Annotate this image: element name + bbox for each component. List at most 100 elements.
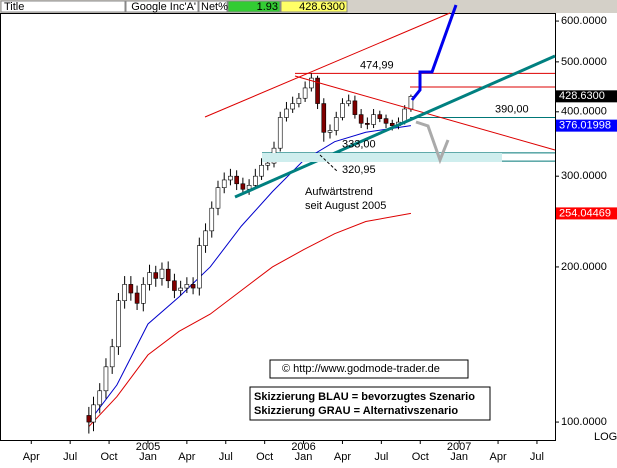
candle-body (141, 284, 146, 304)
copyright-box (269, 359, 469, 379)
x-tick-label: Jul (374, 451, 388, 463)
candle-body (147, 272, 152, 285)
change-label: Net% (201, 1, 228, 13)
candle-body (240, 183, 246, 190)
candle-body (234, 175, 239, 185)
uptrend-line (234, 54, 556, 199)
candle-body (377, 114, 383, 119)
candle-body (383, 118, 389, 124)
grey-scenario (415, 120, 450, 165)
trend-label: Aufwärtstrend (305, 186, 373, 198)
scenario-grey: Skizzierung GRAU = Alternativszenario (254, 405, 458, 417)
y-tick-label: 600.0000 (561, 15, 607, 27)
price-tag (556, 90, 617, 103)
candle-body (277, 117, 283, 149)
candle-body (358, 114, 364, 124)
candle-body (178, 287, 183, 291)
candle-body (109, 346, 115, 368)
candle-body (389, 122, 395, 126)
level-label: 333,00 (342, 139, 376, 151)
trend-since-label: seit August 2005 (305, 200, 386, 212)
candle-body (197, 245, 202, 289)
candle-body (352, 100, 358, 115)
candle-body (86, 415, 92, 423)
price-tag-label: 254.04469 (559, 207, 611, 219)
scenario-box (249, 386, 491, 421)
change-box (227, 0, 281, 13)
candle-body (340, 103, 345, 118)
candle-body (228, 175, 233, 181)
price-tag-label: 428.6300 (559, 90, 605, 102)
x-tick-label: Jul (219, 451, 233, 463)
x-tick-label: Oct (412, 451, 429, 463)
y-tick-label: 100.0000 (561, 416, 607, 428)
x-tick-label: Oct (256, 451, 273, 463)
y-tick-label: 400.0000 (561, 106, 607, 118)
candle-body (221, 179, 227, 188)
x-tick-label: Oct (101, 451, 118, 463)
year-label: 2006 (291, 441, 315, 453)
price-tag-label: 376.01998 (559, 120, 611, 132)
price-tag (556, 119, 617, 132)
x-tick-label: Jan (139, 451, 157, 463)
candle-body (97, 390, 103, 406)
candle-body (284, 108, 289, 118)
candle-body (302, 87, 308, 99)
candle-body (165, 268, 171, 282)
scenario-blue: Skizzierung BLAU = bevorzugtes Szenario (254, 391, 475, 403)
price-tag (556, 207, 617, 220)
plot-frame (0, 13, 556, 441)
last: 428.6300 (299, 1, 345, 13)
change-label-box (198, 0, 228, 13)
change: 1.93 (257, 1, 278, 13)
candle-body (290, 103, 295, 110)
blue-scenario (410, 4, 458, 101)
candle-body (296, 97, 302, 104)
x-tick-label: Jul (530, 451, 544, 463)
candle-body (371, 114, 376, 125)
copyright: © http://www.godmode-trader.de (282, 363, 440, 375)
candle-body (159, 268, 165, 279)
candle-body (128, 284, 134, 294)
x-tick-label: Apr (334, 451, 351, 463)
candle-body (184, 284, 190, 289)
candle-body (365, 122, 370, 125)
year-label: 2007 (447, 441, 471, 453)
year-label: 2005 (136, 441, 160, 453)
symbol: Google Inc'A' (131, 1, 196, 13)
last-box (280, 0, 348, 13)
x-tick-label: Jul (63, 451, 77, 463)
candle-body (153, 272, 159, 279)
support-zone (262, 153, 502, 162)
candle-body (333, 117, 339, 131)
candle-body (203, 230, 208, 246)
scale-label: LOG (594, 431, 617, 443)
candle-body (134, 292, 140, 304)
candle-body (209, 207, 215, 232)
x-tick-label: Apr (489, 451, 506, 463)
symbol-box (125, 0, 199, 13)
level-label: 474,99 (360, 59, 394, 71)
pointer (319, 154, 339, 173)
candle-body (309, 77, 314, 89)
title-box (0, 0, 126, 13)
candle-body (172, 280, 177, 291)
candle-body (190, 284, 196, 289)
title: Title (4, 1, 24, 13)
candle-body (327, 130, 333, 133)
y-tick-label: 200.0000 (561, 261, 607, 273)
moving-average (88, 125, 411, 423)
candle-body (116, 300, 121, 348)
x-tick-label: Apr (178, 451, 195, 463)
candle-body (321, 103, 327, 133)
x-tick-label: Jan (295, 451, 313, 463)
moving-average (88, 212, 412, 427)
y-tick-label: 300.0000 (561, 170, 607, 182)
candle-body (315, 77, 320, 104)
y-tick-label: 500.0000 (561, 56, 607, 68)
candle-body (103, 366, 109, 392)
candle-body (265, 162, 271, 166)
candle-body (215, 187, 221, 209)
